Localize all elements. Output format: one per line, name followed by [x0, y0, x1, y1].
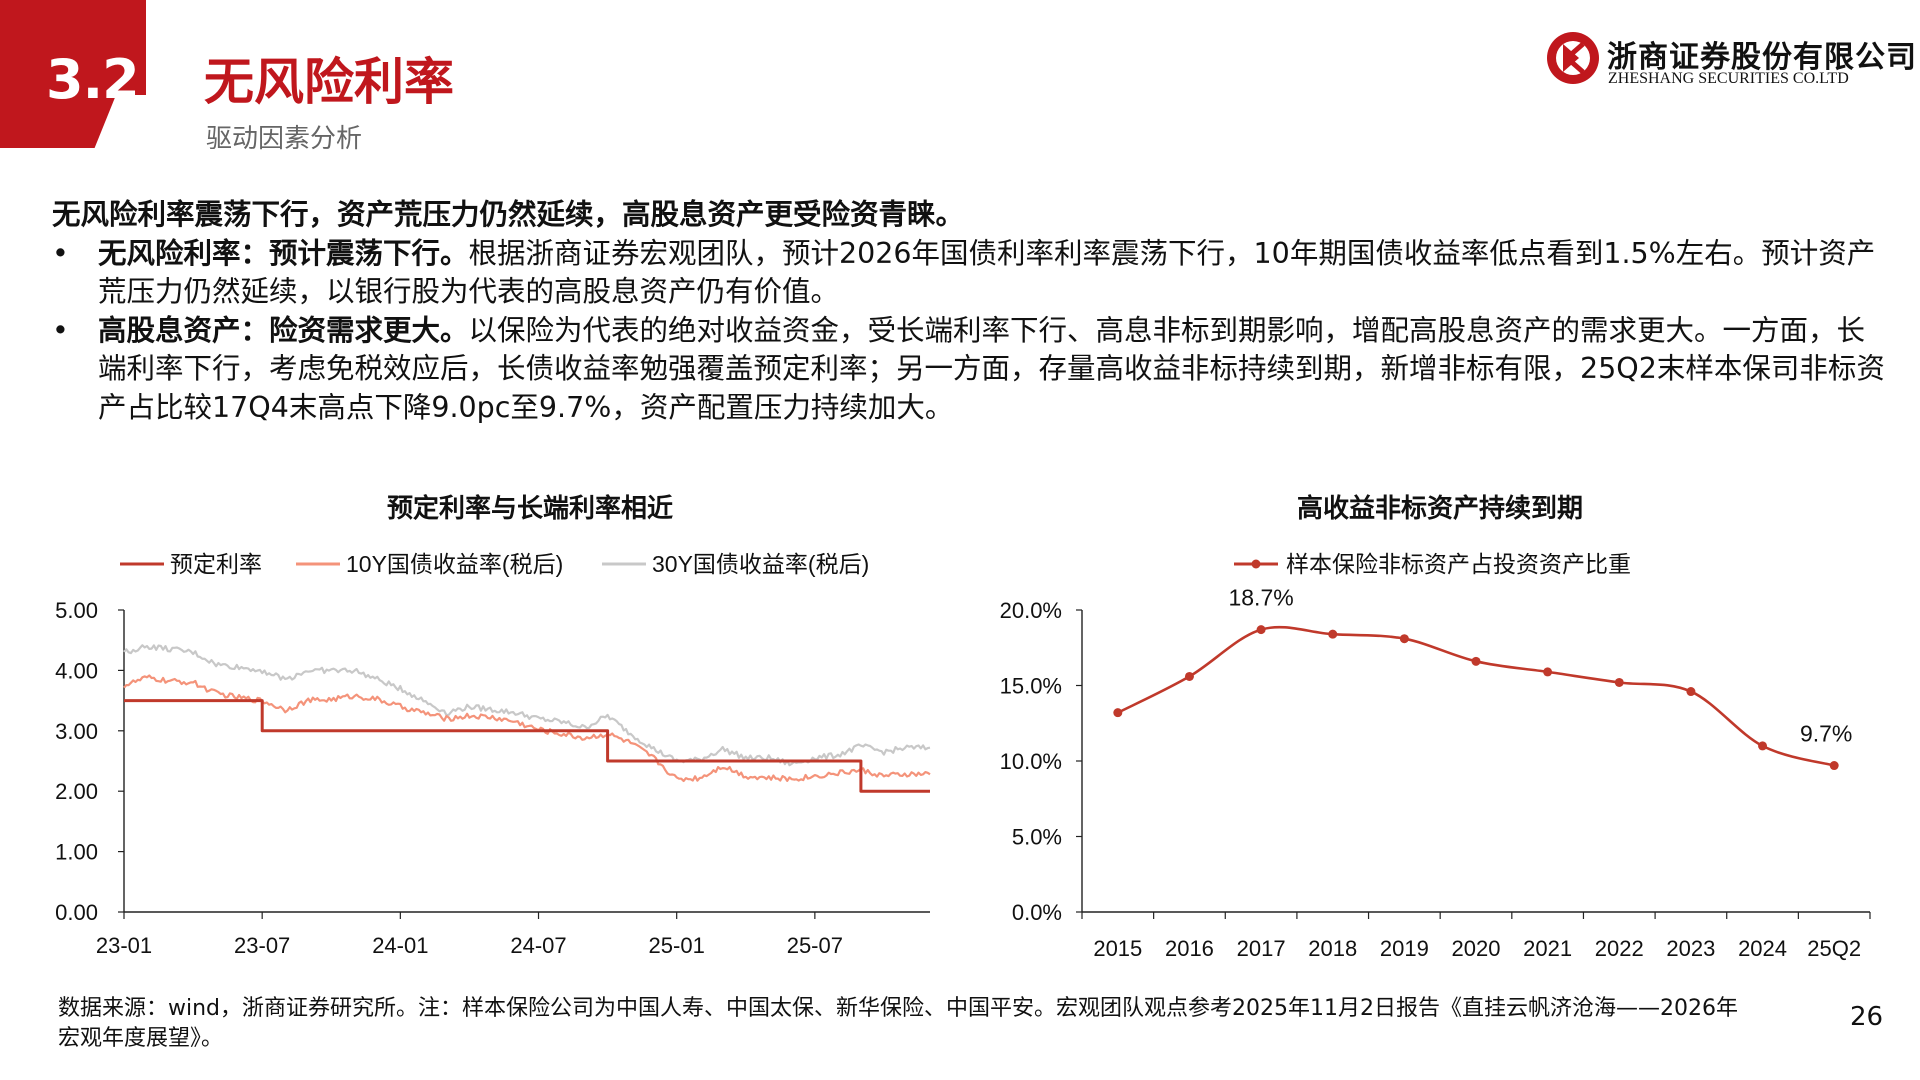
chart-1-y-tick-label: 2.00	[55, 779, 98, 804]
chart-2-x-tick-label: 25Q2	[1807, 936, 1861, 961]
company-name-cn: 浙商证券股份有限公司	[1607, 40, 1917, 75]
chart-2-x-tick-label: 2019	[1380, 936, 1429, 961]
chart-1-legend-label: 10Y国债收益率(税后)	[346, 551, 563, 577]
chart-2-y-tick-label: 15.0%	[1000, 674, 1062, 699]
bullet-text: 以保险为代表的绝对收益资金，受长端利率下行、高息非标到期影响，增配高股息资产的需…	[98, 313, 1885, 424]
company-logo-icon	[1547, 32, 1599, 84]
chart-2-data-label: 9.7%	[1800, 721, 1852, 747]
chart-2-legend-marker	[1251, 559, 1261, 569]
charts-canvas: 5.00 4.00 3.00 2.00 1.00 0.00 23-01 23-07 24-01 2…	[55, 551, 1871, 961]
bullet-heading: 无风险利率：预计震荡下行。	[98, 236, 469, 270]
bullet-heading: 高股息资产：险资需求更大。	[98, 313, 469, 347]
chart-2-data-point	[1829, 761, 1839, 771]
page-number: 26	[1850, 1002, 1884, 1032]
chart-1-title: 预定利率与长端利率相近	[386, 494, 673, 524]
chart-1-y-tick-label: 0.00	[55, 900, 98, 925]
section-number: 3.2	[46, 48, 140, 111]
source-note: 数据来源：wind，浙商证券研究所。注：样本保险公司为中国人寿、中国太保、新华保…	[58, 996, 1738, 1051]
chart-2-series-line	[1117, 625, 1835, 767]
chart-1-series-line-1	[124, 699, 930, 793]
chart-1-x-tick-label: 23-01	[96, 933, 152, 958]
bullet-marker: •	[52, 313, 69, 347]
chart-2-data-point	[1758, 741, 1768, 751]
chart-1-y-tick-label: 4.00	[55, 658, 98, 683]
chart-2-x-tick-label: 2022	[1595, 936, 1644, 961]
chart-1-y-tick-label: 5.00	[55, 598, 98, 623]
chart-1-x-tick-label: 25-07	[787, 933, 843, 958]
chart-1-series-line-3	[123, 644, 931, 767]
chart-2-x-tick-label: 2017	[1237, 936, 1286, 961]
lead-sentence: 无风险利率震荡下行，资产荒压力仍然延续，高股息资产更受险资青睐。	[52, 198, 965, 231]
chart-2-data-point	[1471, 656, 1481, 666]
chart-2-data-label: 18.7%	[1228, 585, 1293, 611]
chart-2-y-tick-label: 5.0%	[1012, 825, 1062, 850]
chart-2-data-point	[1328, 629, 1338, 639]
chart-2-data-point	[1543, 667, 1553, 677]
bullet-item: • 高股息资产：险资需求更大。以保险为代表的绝对收益资金，受长端利率下行、高息非…	[52, 312, 1892, 428]
chart-2-x-tick-label: 2023	[1666, 936, 1715, 961]
chart-1-y-tick-label: 3.00	[55, 719, 98, 744]
chart-2-x-tick-label: 2021	[1523, 936, 1572, 961]
bullet-marker: •	[52, 236, 69, 270]
chart-2-data-point	[1113, 708, 1123, 718]
company-logo: 浙商证券股份有限公司 ZHESHANG SECURITIES CO.LTD	[1545, 30, 1916, 90]
chart-1-series-line-2	[123, 674, 931, 783]
chart-2-data-point	[1614, 677, 1624, 687]
chart-2-x-tick-label: 2018	[1308, 936, 1357, 961]
chart-2-x-tick-label: 2020	[1452, 936, 1501, 961]
section-title: 无风险利率	[204, 53, 454, 111]
chart-1-x-tick-label: 24-07	[510, 933, 566, 958]
chart-2-x-tick-label: 2024	[1738, 936, 1787, 961]
chart-2-legend-label: 样本保险非标资产占投资资产比重	[1286, 551, 1631, 577]
chart-2-y-tick-label: 20.0%	[1000, 598, 1062, 623]
body-text: 无风险利率震荡下行，资产荒压力仍然延续，高股息资产更受险资青睐。 • 无风险利率…	[52, 196, 1892, 427]
chart-2-data-point	[1184, 671, 1194, 681]
chart-2-data-point	[1686, 687, 1696, 697]
bullet-text: 根据浙商证券宏观团队，预计2026年国债利率利率震荡下行，10年期国债收益率低点…	[98, 236, 1876, 309]
chart-1-x-tick-label: 23-07	[234, 933, 290, 958]
chart-2-x-tick-label: 2016	[1165, 936, 1214, 961]
chart-2-y-tick-label: 0.0%	[1012, 900, 1062, 925]
chart-2-x-tick-label: 2015	[1093, 936, 1142, 961]
chart-1-y-tick-label: 1.00	[55, 840, 98, 865]
section-number-box	[0, 0, 146, 148]
bullet-item: • 无风险利率：预计震荡下行。根据浙商证券宏观团队，预计2026年国债利率利率震…	[52, 235, 1892, 312]
chart-1-x-tick-label: 24-01	[372, 933, 428, 958]
section-subtitle: 驱动因素分析	[206, 124, 363, 154]
chart-1-legend-label: 预定利率	[170, 551, 262, 577]
chart-1-x-tick-label: 25-01	[649, 933, 705, 958]
chart-2-data-point	[1399, 634, 1409, 644]
chart-2-data-point	[1256, 625, 1266, 635]
chart-2-title: 高收益非标资产持续到期	[1296, 494, 1583, 524]
chart-1-legend-label: 30Y国债收益率(税后)	[652, 551, 869, 577]
chart-2-y-tick-label: 10.0%	[1000, 749, 1062, 774]
company-name-en: ZHESHANG SECURITIES CO.LTD	[1608, 70, 1849, 87]
